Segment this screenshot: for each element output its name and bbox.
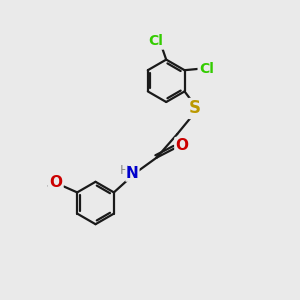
Text: H: H <box>119 164 129 176</box>
Text: O: O <box>176 138 189 153</box>
Text: O: O <box>49 176 62 190</box>
Text: Cl: Cl <box>199 62 214 76</box>
Text: N: N <box>126 166 139 181</box>
Text: S: S <box>189 100 201 118</box>
Text: Cl: Cl <box>148 34 163 48</box>
